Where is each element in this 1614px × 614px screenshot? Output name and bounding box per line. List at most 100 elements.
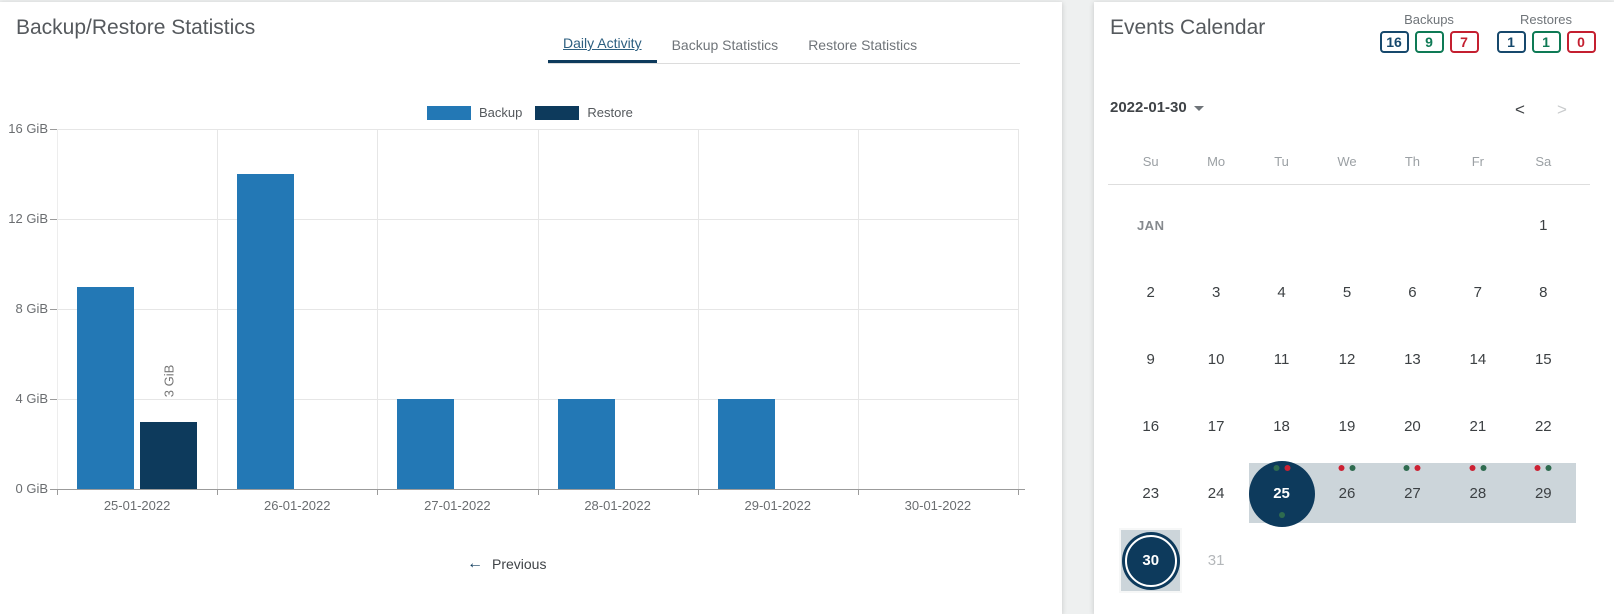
day-number: 9 bbox=[1146, 351, 1155, 368]
day-21[interactable]: 21 bbox=[1445, 393, 1510, 460]
event-dot-below bbox=[1278, 512, 1285, 518]
empty-cell bbox=[1249, 527, 1314, 594]
day-28[interactable]: 28 bbox=[1445, 460, 1511, 527]
backup-bar bbox=[557, 399, 615, 489]
gridline-vertical bbox=[217, 129, 219, 489]
backups-count-badge-navy: 16 bbox=[1379, 31, 1409, 53]
event-dots bbox=[1273, 465, 1291, 471]
y-axis-label: 0 GiB bbox=[15, 481, 48, 496]
y-axis-label: 4 GiB bbox=[15, 391, 48, 406]
restores-count-badge-red: 0 bbox=[1566, 31, 1596, 53]
day-9[interactable]: 9 bbox=[1118, 326, 1183, 393]
chevron-down-icon bbox=[1193, 106, 1204, 111]
gridline-vertical bbox=[377, 129, 379, 489]
day-19[interactable]: 19 bbox=[1314, 393, 1379, 460]
x-axis-label: 27-01-2022 bbox=[424, 498, 491, 513]
empty-cell bbox=[1183, 192, 1248, 259]
empty-cell bbox=[1511, 527, 1576, 594]
day-15[interactable]: 15 bbox=[1511, 326, 1576, 393]
day-3[interactable]: 3 bbox=[1183, 259, 1248, 326]
day-8[interactable]: 8 bbox=[1511, 259, 1576, 326]
day-number: 22 bbox=[1534, 418, 1552, 435]
day-16[interactable]: 16 bbox=[1118, 393, 1183, 460]
empty-cell bbox=[1380, 527, 1445, 594]
backup-restore-statistics-panel: Backup/Restore Statistics Daily Activity… bbox=[0, 2, 1062, 614]
day-12[interactable]: 12 bbox=[1314, 326, 1379, 393]
calendar-divider bbox=[1108, 184, 1590, 185]
previous-label: Previous bbox=[492, 556, 547, 572]
day-number: 7 bbox=[1473, 284, 1483, 301]
previous-button[interactable]: ← Previous bbox=[467, 554, 546, 574]
event-dots bbox=[1469, 465, 1487, 471]
tab-backup-statistics[interactable]: Backup Statistics bbox=[671, 36, 779, 53]
backup-bar bbox=[397, 399, 455, 489]
green-event-dot bbox=[1273, 465, 1280, 471]
day-31[interactable]: 31 bbox=[1183, 527, 1248, 594]
day-7[interactable]: 7 bbox=[1445, 259, 1510, 326]
day-29[interactable]: 29 bbox=[1510, 460, 1577, 527]
tab-restore-statistics[interactable]: Restore Statistics bbox=[808, 36, 918, 53]
day-18[interactable]: 18 bbox=[1249, 393, 1314, 460]
gridline-vertical bbox=[1018, 129, 1019, 489]
day-14[interactable]: 14 bbox=[1445, 326, 1510, 393]
month-dropdown[interactable]: 2022-01-30 bbox=[1110, 99, 1204, 116]
day-2[interactable]: 2 bbox=[1118, 259, 1183, 326]
day-number: 20 bbox=[1404, 418, 1421, 435]
day-1[interactable]: 1 bbox=[1511, 192, 1576, 259]
bar-value-text: 3 GiB bbox=[161, 364, 177, 397]
red-event-dot bbox=[1284, 465, 1291, 471]
day-11[interactable]: 11 bbox=[1249, 326, 1314, 393]
day-20[interactable]: 20 bbox=[1380, 393, 1445, 460]
backups-label: Backups bbox=[1404, 12, 1454, 27]
tab-daily-activity[interactable]: Daily Activity bbox=[548, 26, 657, 63]
day-17[interactable]: 17 bbox=[1183, 393, 1248, 460]
plot-left-edge bbox=[57, 129, 58, 489]
backup-legend-swatch bbox=[427, 106, 471, 120]
x-axis-tick bbox=[537, 490, 539, 495]
day-number: 11 bbox=[1273, 351, 1290, 368]
restores-count-badge-navy: 1 bbox=[1496, 31, 1526, 53]
empty-cell bbox=[1249, 192, 1314, 259]
day-number: 16 bbox=[1142, 418, 1160, 435]
day-26[interactable]: 26 bbox=[1314, 460, 1381, 527]
day-24[interactable]: 24 bbox=[1183, 460, 1248, 527]
calendar-prev-button[interactable]: < bbox=[1508, 98, 1532, 122]
y-axis-tick bbox=[50, 219, 57, 220]
y-axis-label: 12 GiB bbox=[8, 211, 48, 226]
x-axis-label: 26-01-2022 bbox=[264, 498, 331, 513]
day-27[interactable]: 27 bbox=[1379, 460, 1446, 527]
day-number: 8 bbox=[1539, 284, 1548, 301]
events-calendar-title: Events Calendar bbox=[1110, 16, 1266, 39]
x-axis-label: 25-01-2022 bbox=[103, 498, 171, 513]
day-10[interactable]: 10 bbox=[1183, 326, 1248, 393]
day-25[interactable]: 25 bbox=[1248, 460, 1315, 527]
day-number: 17 bbox=[1207, 418, 1225, 435]
event-dots bbox=[1534, 465, 1552, 471]
chevron-right-icon: > bbox=[1557, 100, 1567, 119]
x-axis-line bbox=[50, 489, 1025, 490]
day-number: 18 bbox=[1273, 418, 1290, 435]
day-5[interactable]: 5 bbox=[1314, 259, 1379, 326]
day-30[interactable]: 30 bbox=[1118, 527, 1183, 594]
day-4[interactable]: 4 bbox=[1249, 259, 1314, 326]
day-number: 21 bbox=[1469, 418, 1487, 435]
empty-cell bbox=[1445, 527, 1510, 594]
day-6[interactable]: 6 bbox=[1380, 259, 1445, 326]
x-axis-label: 30-01-2022 bbox=[904, 498, 972, 513]
green-event-dot bbox=[1403, 465, 1410, 471]
calendar-next-button[interactable]: > bbox=[1550, 98, 1574, 122]
y-axis-tick bbox=[50, 309, 57, 310]
y-axis-tick bbox=[50, 129, 57, 130]
chevron-left-icon: < bbox=[1515, 100, 1525, 119]
backups-count-badge-green: 9 bbox=[1414, 31, 1444, 53]
day-23[interactable]: 23 bbox=[1118, 460, 1183, 527]
bar-value-label: 3 GiB bbox=[149, 346, 189, 416]
day-13[interactable]: 13 bbox=[1380, 326, 1445, 393]
empty-cell bbox=[1380, 192, 1445, 259]
month-cell: JAN bbox=[1118, 192, 1183, 259]
weekday-sa: Sa bbox=[1535, 154, 1552, 169]
day-number: 26 bbox=[1338, 485, 1356, 502]
day-number: 12 bbox=[1338, 351, 1356, 368]
backups-counter-group: Backups 16 9 7 bbox=[1379, 12, 1479, 53]
day-22[interactable]: 22 bbox=[1511, 393, 1576, 460]
